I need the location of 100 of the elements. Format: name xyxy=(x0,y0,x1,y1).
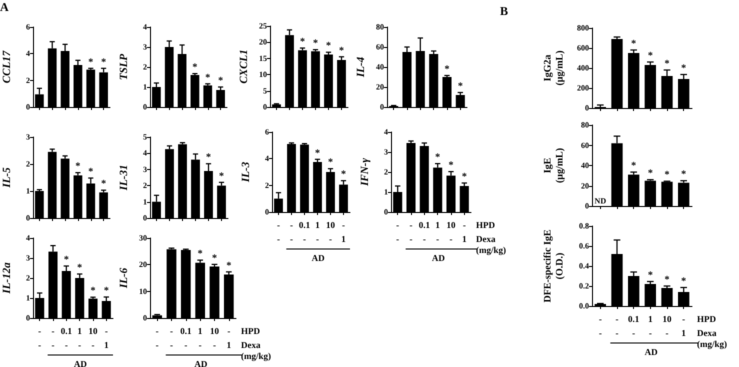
y-tick-label: 0 xyxy=(585,202,589,210)
data-label: * xyxy=(462,172,467,182)
y-tick-label: 200 xyxy=(577,84,589,92)
y-tick-label: 80 xyxy=(581,120,589,130)
x-tick-label: - - xyxy=(396,220,400,244)
y-tick-label: 400 xyxy=(577,64,589,72)
y-tick-label: 3 xyxy=(143,164,147,174)
x-tick-label: - - xyxy=(170,326,173,350)
data-label: * xyxy=(315,148,320,159)
y-axis-title: IL-3 xyxy=(240,161,252,184)
text: HPD xyxy=(697,314,716,324)
data-label: * xyxy=(104,286,109,296)
y-tick-label: 4 xyxy=(384,128,388,136)
data-label: * xyxy=(205,72,210,84)
text: Dexa xyxy=(476,234,496,244)
y-tick-label: 4 xyxy=(265,154,269,164)
data-label: * xyxy=(77,262,82,274)
y-tick-label: 600 xyxy=(577,44,589,52)
data-label: * xyxy=(681,169,686,180)
y-tick-label: 0.6 xyxy=(579,242,589,250)
x-tick-label: 10 - xyxy=(662,314,672,338)
y-tick-label: 40 xyxy=(581,161,589,170)
x-tick-label: 0.1 - xyxy=(60,326,72,350)
y-tick-label: 30 xyxy=(139,234,147,242)
y-axis-title: DFE-specific IgE (O.D.) xyxy=(542,229,566,303)
data-label: * xyxy=(339,45,344,56)
y-tick-label: 0 xyxy=(143,102,147,112)
x-tick-label: 10 - xyxy=(88,326,98,350)
data-label: * xyxy=(64,254,69,266)
y-axis-title: IgE (μg/mL) xyxy=(542,148,566,184)
y-tick-label: 0.0 xyxy=(579,302,589,310)
y-tick-label: 2 xyxy=(143,181,147,190)
data-label: * xyxy=(631,160,636,172)
y-axis-title: IFN-γ xyxy=(359,158,371,187)
y-tick-label: 3 xyxy=(143,42,147,52)
y-tick-label: 0 xyxy=(265,208,269,216)
data-label: * xyxy=(664,58,670,70)
x-tick-label: 0.1 - xyxy=(180,326,192,350)
y-tick-label: 1 xyxy=(26,294,30,302)
x-tick-label: 10 - xyxy=(326,220,336,244)
y-tick-label: 4 xyxy=(143,22,147,32)
x-tick-label: 0.1 - xyxy=(298,220,311,244)
x-tick-label: - - xyxy=(277,220,280,244)
data-label: * xyxy=(458,81,463,92)
x-tick-label: - 1 xyxy=(226,326,232,350)
y-axis-title: IL-31 xyxy=(118,164,130,192)
text: HPD xyxy=(476,220,496,230)
y-tick-label: 1 xyxy=(384,188,388,196)
text: B xyxy=(500,4,508,19)
x-tick-label: 1 - xyxy=(198,326,203,350)
y-tick-label: 0.2 xyxy=(579,282,589,290)
x-tick-label: - - xyxy=(410,220,412,244)
y-tick-label: 0 xyxy=(26,314,30,322)
data-label: * xyxy=(219,170,224,182)
data-label: * xyxy=(101,56,106,68)
text: (mg/kg) xyxy=(697,339,727,349)
data-label: * xyxy=(88,56,94,68)
text: Dexa xyxy=(697,328,717,338)
data-label: * xyxy=(448,160,454,172)
y-tick-label: 0 xyxy=(143,314,147,322)
text: (mg/kg) xyxy=(241,351,271,361)
y-tick-label: 60 xyxy=(376,42,384,52)
x-tick-label: - 1 xyxy=(341,220,346,244)
data-label: * xyxy=(226,260,232,272)
y-tick-label: 2 xyxy=(26,76,30,85)
x-tick-label: - - xyxy=(156,326,159,350)
x-tick-label: - - xyxy=(598,314,602,338)
y-tick-label: 25 xyxy=(259,22,267,30)
y-tick-label: 1 xyxy=(143,197,147,206)
y-tick-label: 5 xyxy=(143,132,147,142)
y-tick-label: 3 xyxy=(384,148,388,156)
y-tick-label: 0 xyxy=(26,102,30,112)
text: A xyxy=(0,0,9,15)
text: Dexa xyxy=(241,340,261,350)
data-label: * xyxy=(198,248,203,260)
y-tick-label: 2 xyxy=(26,274,30,282)
y-tick-label: 3 xyxy=(26,254,30,262)
x-tick-label: 0.1 - xyxy=(628,314,640,338)
x-tick-label: - - xyxy=(38,326,42,350)
y-tick-label: 20 xyxy=(259,38,267,47)
x-tick-label: 1 - xyxy=(315,220,320,244)
y-tick-label: 15 xyxy=(259,54,267,63)
x-tick-label: - - xyxy=(290,220,293,244)
data-label: * xyxy=(648,168,653,180)
y-tick-label: 20 xyxy=(581,181,589,190)
y-axis-title: IgG2a (μg/mL) xyxy=(542,50,566,86)
x-tick-label: - 1 xyxy=(681,314,686,338)
y-tick-label: 0 xyxy=(263,102,267,112)
y-tick-label: 3 xyxy=(26,132,30,142)
y-tick-label: 1 xyxy=(26,186,30,196)
data-label: * xyxy=(300,36,305,48)
y-axis-title: CXCL1 xyxy=(238,49,250,84)
data-label: * xyxy=(90,286,96,297)
data-label: * xyxy=(664,274,670,286)
data-label: * xyxy=(444,64,450,75)
y-axis-title: IL-12a xyxy=(1,262,13,295)
x-tick-label: - - xyxy=(52,326,54,350)
x-tick-label: 1 - xyxy=(435,220,440,244)
y-tick-label: 2 xyxy=(265,180,269,190)
y-tick-label: 60 xyxy=(581,140,589,150)
